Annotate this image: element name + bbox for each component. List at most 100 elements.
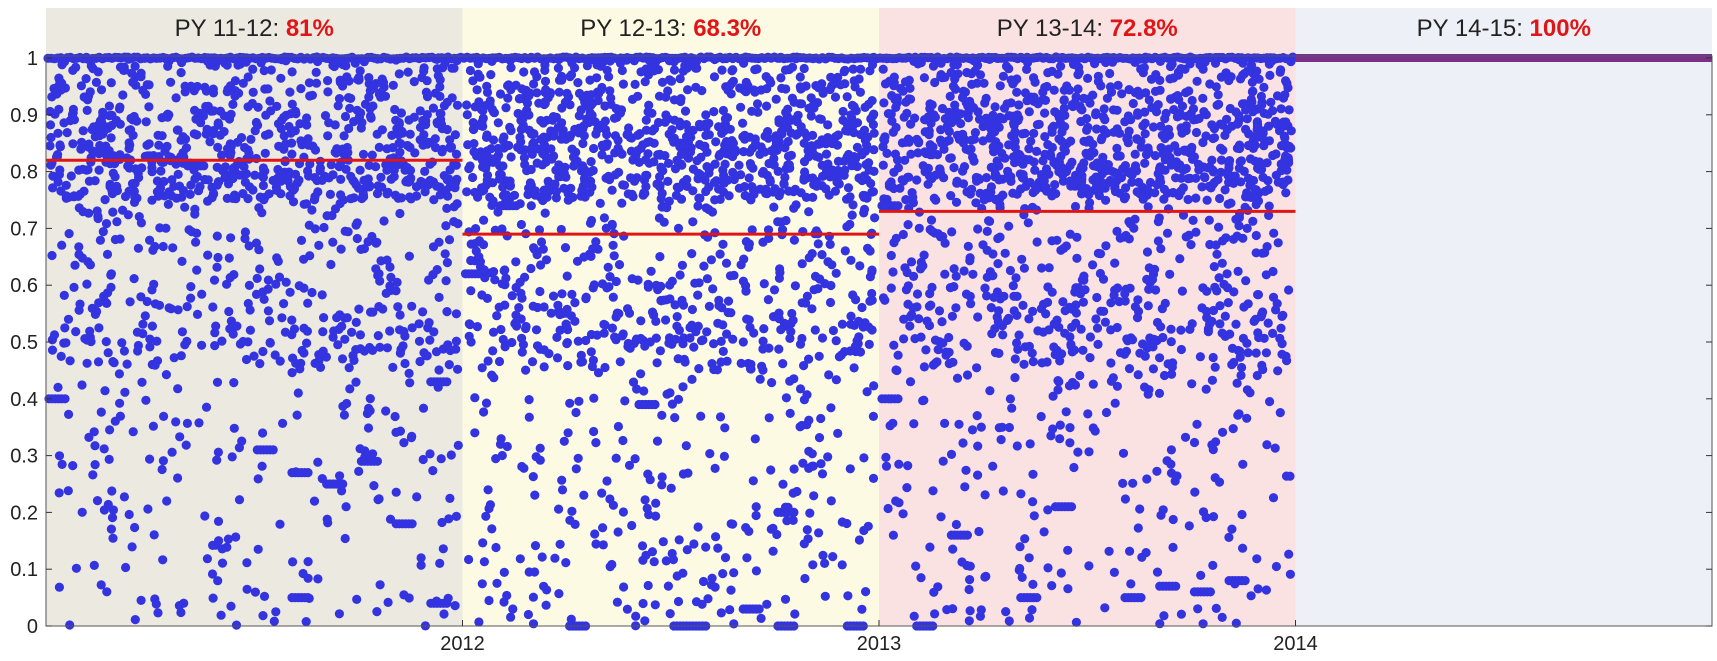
data-point	[893, 201, 903, 211]
data-point	[638, 555, 648, 565]
data-point	[1202, 306, 1212, 317]
data-point	[207, 569, 218, 579]
data-point	[121, 562, 131, 573]
data-point	[511, 201, 521, 211]
data-point	[551, 193, 562, 203]
data-point	[1181, 121, 1191, 131]
data-point	[101, 337, 111, 347]
data-point	[108, 168, 118, 178]
data-point	[295, 119, 305, 129]
data-point	[486, 70, 496, 80]
data-point	[147, 321, 157, 331]
data-point	[534, 225, 545, 235]
data-point	[673, 223, 684, 233]
data-point	[661, 556, 671, 566]
data-point	[990, 324, 1000, 334]
data-point	[407, 301, 417, 311]
data-point	[706, 255, 717, 265]
data-point	[1014, 565, 1024, 575]
data-point	[1065, 423, 1075, 433]
data-point	[1071, 617, 1081, 627]
data-point	[82, 92, 92, 102]
data-point	[972, 363, 982, 373]
data-point	[1048, 391, 1058, 401]
data-point	[611, 312, 621, 322]
data-point	[244, 241, 254, 251]
data-point	[476, 269, 487, 279]
data-point	[273, 119, 284, 129]
data-point	[1028, 469, 1038, 479]
data-point	[1212, 100, 1222, 110]
data-point	[1276, 159, 1286, 169]
data-point	[1099, 104, 1109, 114]
data-point	[344, 123, 354, 134]
data-point	[766, 465, 776, 475]
data-point	[1053, 69, 1063, 79]
data-point	[663, 158, 674, 168]
data-point	[581, 94, 591, 104]
data-point	[363, 423, 374, 433]
data-point	[994, 348, 1004, 358]
data-point	[1027, 605, 1037, 615]
data-point	[108, 207, 118, 217]
data-point	[619, 582, 629, 592]
data-point	[607, 185, 617, 195]
data-point	[226, 601, 236, 611]
data-point	[785, 408, 795, 418]
data-point	[382, 165, 392, 175]
data-point	[339, 410, 349, 420]
data-point	[355, 444, 365, 454]
data-point	[930, 112, 941, 122]
data-point	[994, 423, 1004, 433]
data-point	[136, 292, 146, 302]
data-point	[1124, 364, 1135, 374]
data-point	[809, 491, 819, 501]
data-point	[213, 142, 223, 152]
data-point	[1227, 360, 1237, 370]
data-point	[340, 226, 350, 236]
data-point	[777, 83, 787, 93]
data-point	[888, 267, 898, 277]
data-point	[1029, 92, 1039, 102]
data-point	[94, 298, 104, 308]
data-point	[398, 341, 408, 351]
data-point	[1217, 328, 1227, 338]
data-point	[1244, 129, 1254, 139]
data-point	[342, 398, 352, 409]
data-point	[462, 100, 472, 110]
data-point	[1032, 237, 1042, 247]
data-point	[492, 311, 502, 321]
data-point	[530, 186, 540, 196]
data-point	[1017, 173, 1027, 183]
data-point	[475, 72, 485, 82]
data-point	[1159, 194, 1169, 204]
data-point	[422, 110, 432, 120]
data-point	[1099, 306, 1109, 316]
data-point	[365, 104, 375, 114]
data-point	[986, 303, 996, 313]
data-point	[235, 59, 246, 69]
data-point	[352, 233, 362, 244]
data-point	[234, 443, 244, 453]
data-point	[539, 132, 549, 142]
data-point	[808, 192, 818, 202]
data-point	[898, 86, 908, 96]
data-point	[825, 239, 835, 249]
data-point	[177, 327, 187, 337]
data-point	[1168, 188, 1178, 198]
data-point	[1040, 132, 1050, 142]
data-point	[46, 132, 56, 143]
data-point	[866, 178, 876, 189]
data-point	[1165, 152, 1175, 162]
data-point	[698, 576, 709, 587]
data-point	[1125, 546, 1135, 556]
data-point	[776, 73, 786, 83]
data-point	[965, 575, 975, 585]
data-point	[751, 86, 761, 96]
data-point	[274, 272, 285, 282]
data-point	[672, 321, 682, 331]
data-point	[683, 85, 693, 95]
data-point	[649, 557, 659, 567]
data-point	[352, 105, 362, 115]
data-point	[1017, 572, 1027, 583]
